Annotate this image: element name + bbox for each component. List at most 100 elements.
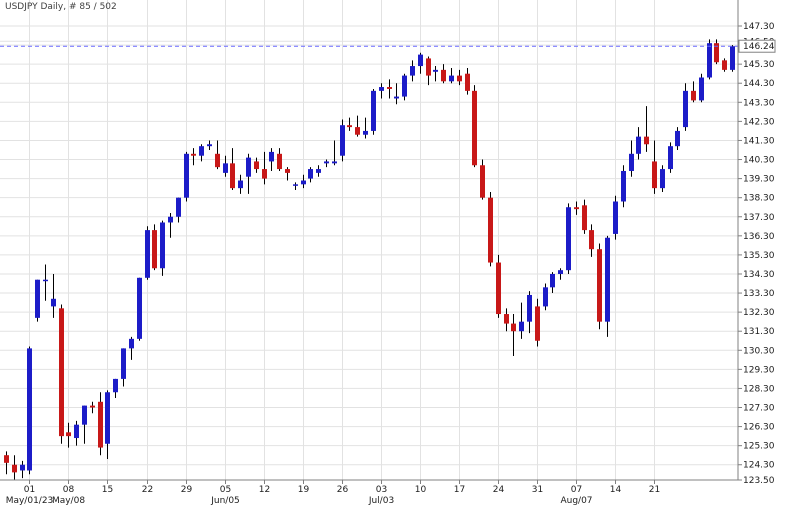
- y-tick-label: 141.30: [743, 136, 775, 146]
- y-tick-label: 140.30: [743, 156, 775, 166]
- candle-down: [504, 314, 509, 324]
- candle-up: [51, 298, 56, 307]
- candle-up: [129, 338, 134, 349]
- candle-down: [285, 169, 290, 173]
- x-tick-label: 17: [454, 485, 465, 495]
- y-tick-label: 136.30: [743, 232, 775, 242]
- candle-up: [566, 207, 571, 271]
- x-tick-label: 01: [24, 485, 35, 495]
- y-tick-label: 124.30: [743, 461, 775, 471]
- x-month-label: May/08: [52, 496, 85, 506]
- candle-down: [652, 161, 657, 189]
- candle-down: [277, 153, 282, 170]
- candle-down: [472, 90, 477, 166]
- candle-up: [605, 237, 610, 322]
- candle-down: [480, 165, 485, 198]
- candle-up: [519, 321, 524, 332]
- candle-up: [410, 66, 415, 76]
- y-tick-label: 128.30: [743, 384, 775, 394]
- x-tick-label: 07: [571, 485, 582, 495]
- y-tick-label: 125.30: [743, 442, 775, 452]
- candle-up: [707, 43, 712, 78]
- candle-up: [394, 96, 399, 99]
- y-tick-label: 137.30: [743, 213, 775, 223]
- chart-title: USDJPY Daily, # 85 / 502: [5, 2, 117, 12]
- y-tick-label: 134.30: [743, 270, 775, 280]
- candle-down: [191, 153, 196, 156]
- candle-up: [223, 163, 228, 173]
- candle-up: [82, 405, 87, 425]
- candle-up: [683, 90, 688, 128]
- candle-up: [105, 392, 110, 444]
- candle-up: [433, 69, 438, 72]
- candle-down: [66, 432, 71, 437]
- y-tick-label: 145.30: [743, 60, 775, 70]
- candle-up: [558, 270, 563, 274]
- candle-down: [355, 127, 360, 135]
- x-tick-label: 19: [298, 485, 310, 495]
- candle-up: [137, 277, 142, 339]
- x-tick-label: 10: [415, 485, 427, 495]
- candle-up: [543, 287, 548, 307]
- candle-up: [238, 180, 243, 189]
- x-tick-label: 22: [142, 485, 153, 495]
- y-tick-label: 133.30: [743, 289, 775, 299]
- y-tick-label: 126.30: [743, 423, 775, 433]
- candle-down: [496, 262, 501, 315]
- candle-up: [145, 230, 150, 278]
- y-tick-label: 144.30: [743, 79, 775, 89]
- candle-down: [597, 249, 602, 322]
- candle-down: [98, 401, 103, 448]
- candle-down: [644, 136, 649, 145]
- candle-up: [730, 46, 735, 70]
- candle-up: [363, 130, 368, 135]
- x-tick-label: 31: [532, 485, 543, 495]
- candle-up: [379, 87, 384, 91]
- candle-down: [582, 205, 587, 231]
- candle-up: [636, 136, 641, 154]
- candle-up: [660, 169, 665, 189]
- candle-down: [90, 405, 95, 408]
- candle-down: [4, 455, 9, 463]
- candle-up: [269, 151, 274, 162]
- x-tick-label: 05: [220, 485, 231, 495]
- x-month-label: Jul/03: [368, 496, 394, 506]
- candle-down: [152, 230, 157, 269]
- candle-down: [262, 169, 267, 179]
- x-month-label: May/01/23: [6, 496, 54, 506]
- x-tick-label: 08: [63, 485, 75, 495]
- candle-up: [160, 222, 165, 269]
- y-tick-label: 129.30: [743, 365, 775, 375]
- candle-up: [199, 146, 204, 156]
- candle-down: [230, 163, 235, 189]
- candle-up: [527, 294, 532, 322]
- y-tick-label: 138.30: [743, 194, 775, 204]
- candle-down: [426, 58, 431, 76]
- candle-up: [340, 125, 345, 156]
- candle-up: [449, 75, 454, 82]
- candles: [4, 39, 735, 480]
- candle-up: [621, 170, 626, 202]
- candle-up: [371, 90, 376, 131]
- candle-down: [722, 60, 727, 70]
- y-tick-label: 142.30: [743, 117, 775, 127]
- candle-down: [589, 230, 594, 250]
- y-tick-label: 132.30: [743, 308, 775, 318]
- candle-down: [488, 197, 493, 263]
- candle-up: [550, 273, 555, 288]
- y-tick-label: 130.30: [743, 346, 775, 356]
- candle-down: [12, 464, 17, 473]
- candle-up: [301, 180, 306, 185]
- candle-up: [74, 424, 79, 439]
- y-tick-label: 135.30: [743, 251, 775, 261]
- candle-up: [293, 184, 298, 186]
- x-tick-label: 21: [649, 485, 660, 495]
- candle-down: [59, 308, 64, 437]
- candle-down: [714, 43, 719, 63]
- candle-up: [35, 279, 40, 318]
- candle-down: [215, 153, 220, 168]
- candle-up: [121, 348, 126, 379]
- candle-down: [457, 75, 462, 82]
